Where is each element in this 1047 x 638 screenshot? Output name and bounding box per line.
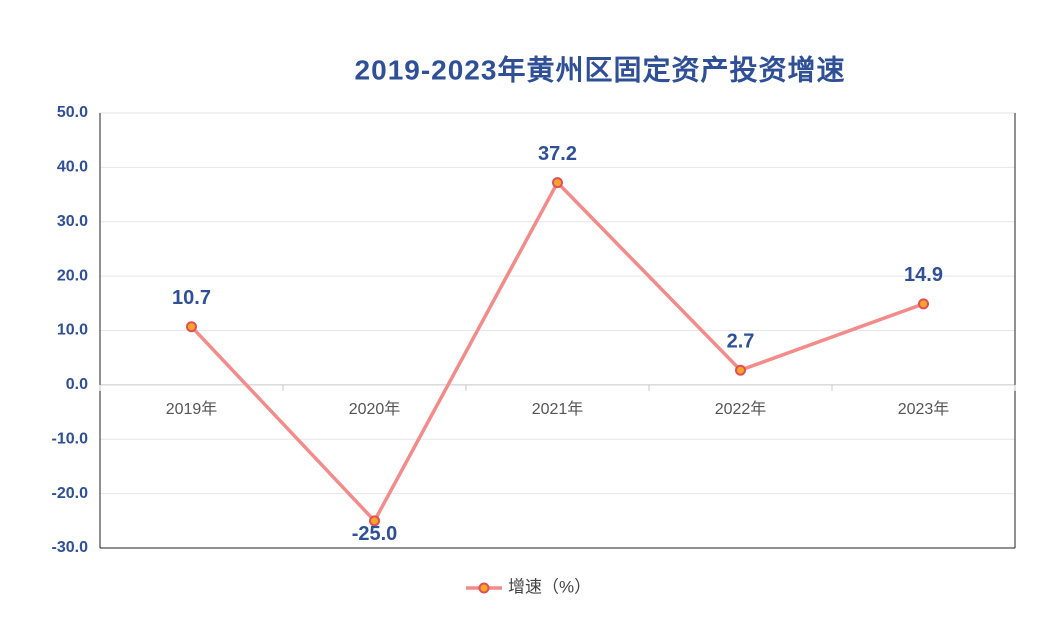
y-tick-label: -10.0: [52, 430, 89, 447]
data-label: -25.0: [352, 523, 398, 545]
x-tick-label: 2021年: [532, 400, 584, 418]
legend-marker: [478, 582, 490, 594]
point: [186, 321, 197, 333]
point: [369, 515, 380, 527]
y-tick-label: 0.0: [66, 376, 88, 393]
data-label: 2.7: [727, 330, 755, 352]
point: [918, 298, 929, 310]
x-tick-label: 2023年: [898, 400, 950, 418]
point: [552, 177, 563, 189]
x-tick-label: 2022年: [715, 400, 767, 418]
y-tick-label: 40.0: [57, 159, 88, 176]
y-tick-label: 10.0: [57, 322, 88, 339]
y-tick-label: 30.0: [57, 213, 88, 230]
data-label: 37.2: [538, 143, 577, 165]
x-tick-label: 2019年: [166, 400, 218, 418]
data-label: 14.9: [904, 264, 943, 286]
series-line: [190, 179, 925, 524]
y-tick-label: 20.0: [57, 267, 88, 284]
chart-title: 2019-2023年黄州区固定资产投资增速: [355, 53, 846, 85]
y-tick-label: 50.0: [57, 104, 88, 121]
data-label: 10.7: [172, 287, 211, 309]
y-tick-label: -30.0: [52, 539, 89, 556]
legend-label: 增速（%）: [508, 577, 591, 596]
y-tick-label: -20.0: [52, 485, 89, 502]
x-tick-label: 2020年: [349, 400, 401, 418]
point: [735, 364, 746, 376]
